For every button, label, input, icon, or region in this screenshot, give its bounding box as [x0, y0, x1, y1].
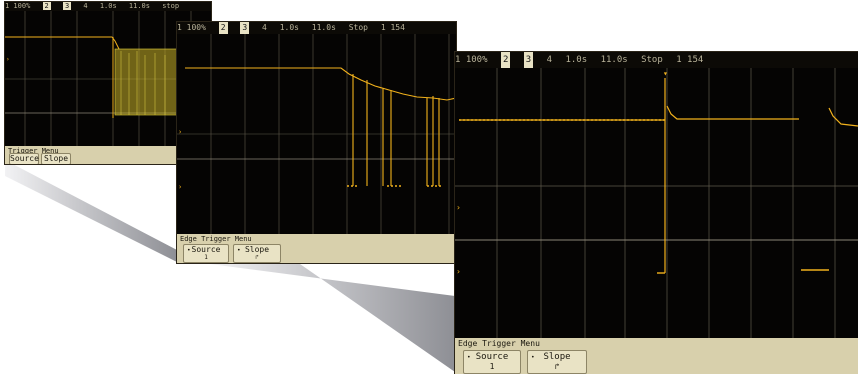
source-label: Source [10, 154, 39, 163]
status-bar: 1 100% 2 3 4 1.0s 11.0s stop [5, 2, 211, 11]
source-value: 1 [489, 362, 495, 371]
softkey-menu: Edge Trigger Menu • Source 1 • Slope ↱ [455, 338, 858, 374]
status-bar: 1 100% 2 3 4 1.0s 11.0s Stop 1 154 [177, 22, 456, 34]
status-channel4[interactable]: 4 [262, 23, 267, 32]
softkey-arrow-icon: • [531, 354, 535, 361]
trace-channel-1 [185, 67, 456, 186]
softkey-arrow-icon: • [467, 354, 471, 361]
status-timebase: 1.0s [279, 23, 299, 32]
slope-icon: ↱ [255, 254, 259, 261]
source-label: Source [475, 352, 509, 362]
source-value: 1 [204, 254, 208, 261]
status-delay: 11.0s [311, 23, 336, 32]
trace-channel-1 [459, 78, 858, 273]
status-run-state[interactable]: Stop [641, 55, 663, 65]
status-channel2[interactable]: 2 [42, 2, 51, 10]
softkey-menu: Trigger Menu Source Slope [5, 146, 211, 164]
oscilloscope-screen-1: 1 100% 2 3 4 1.0s 11.0s stop › [5, 2, 211, 164]
softkey-arrow-icon: • [187, 247, 191, 254]
softkey-menu: Edge Trigger Menu • Source 1 • Slope ↱ [177, 234, 456, 263]
status-trigger-level: 1 154 [676, 55, 704, 65]
slope-softkey[interactable]: • Slope ↱ [527, 350, 587, 374]
svg-text:›: › [178, 183, 182, 191]
source-softkey[interactable]: • Source 1 [463, 350, 521, 374]
status-channel2[interactable]: 2 [218, 22, 228, 34]
status-run-state[interactable]: Stop [348, 23, 368, 32]
status-channel2[interactable]: 2 [500, 52, 511, 68]
zoom-cone-right [210, 264, 455, 372]
slope-label: Slope [244, 245, 270, 254]
status-timebase: 1.0s [99, 2, 117, 10]
status-channel4[interactable]: 4 [83, 2, 88, 10]
status-run-state[interactable]: stop [162, 2, 180, 10]
status-trigger-level: 1 154 [380, 23, 405, 32]
source-softkey[interactable]: • Source 1 [183, 244, 229, 263]
svg-text:›: › [6, 56, 10, 63]
oscilloscope-screen-3: 1 100% 2 3 4 1.0s 11.0s Stop 1 154 [455, 52, 858, 374]
status-delay: 11.0s [128, 2, 150, 10]
status-delay: 11.0s [600, 55, 628, 65]
status-timebase: 1.0s [565, 55, 588, 65]
slope-softkey[interactable]: • Slope ↱ [233, 244, 281, 263]
status-channel4[interactable]: 4 [546, 55, 553, 65]
menu-title: Trigger Menu [8, 147, 59, 155]
oscilloscope-screen-2: 1 100% 2 3 4 1.0s 11.0s Stop 1 154 [177, 22, 456, 263]
status-channel1[interactable]: 1 100% [5, 2, 31, 10]
status-channel1[interactable]: 1 100% [177, 23, 206, 32]
svg-text:›: › [178, 128, 182, 136]
softkey-arrow-icon: • [237, 247, 241, 254]
status-channel3[interactable]: 3 [523, 52, 534, 68]
source-softkey[interactable]: Source [9, 153, 39, 164]
status-channel1[interactable]: 1 100% [455, 55, 488, 65]
slope-softkey[interactable]: Slope [41, 153, 71, 164]
source-label: Source [191, 245, 221, 254]
waveform-display: › › [177, 34, 456, 234]
slope-label: Slope [43, 154, 69, 163]
status-channel3[interactable]: 3 [62, 2, 72, 10]
svg-text:›: › [456, 267, 461, 276]
menu-title: Edge Trigger Menu [458, 339, 540, 348]
slope-icon: ↱ [554, 362, 560, 371]
svg-text:▾: ▾ [663, 69, 668, 78]
slope-label: Slope [543, 352, 571, 362]
status-channel3[interactable]: 3 [240, 22, 250, 34]
zoom-cone-left [5, 160, 177, 262]
menu-title: Edge Trigger Menu [180, 235, 252, 243]
svg-text:›: › [456, 203, 461, 212]
status-bar: 1 100% 2 3 4 1.0s 11.0s Stop 1 154 [455, 52, 858, 68]
waveform-display: › › ▾ [455, 68, 858, 338]
